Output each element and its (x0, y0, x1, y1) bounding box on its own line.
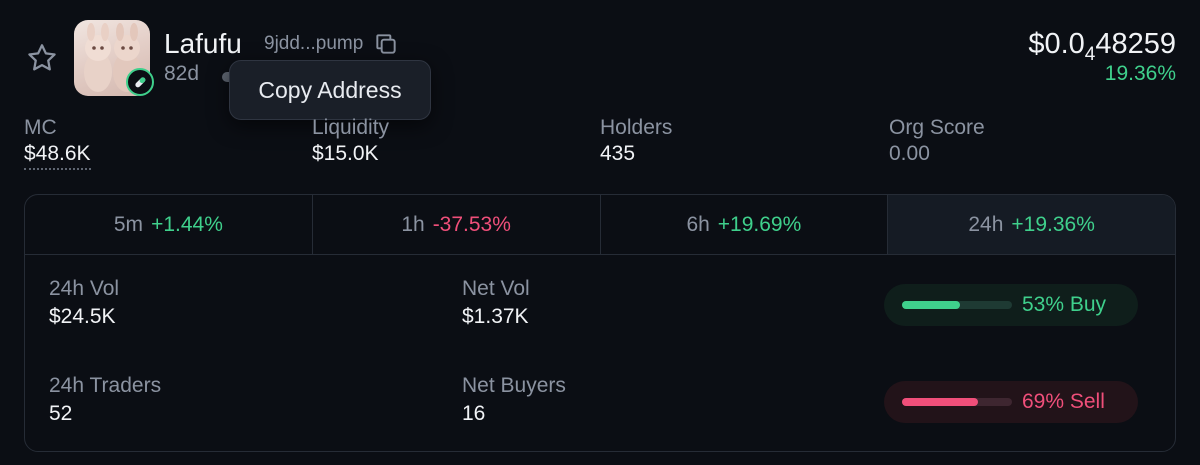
price-change: 19.36% (1104, 62, 1176, 85)
buy-ratio-bar (902, 301, 1012, 309)
sell-ratio-bar (902, 398, 1012, 406)
tab-5m[interactable]: 5m +1.44% (25, 195, 313, 254)
tab-period: 5m (113, 212, 144, 236)
price-zero-count: 4 (1084, 44, 1096, 65)
tab-24h[interactable]: 24h +19.36% (888, 195, 1175, 254)
favorite-star-icon[interactable] (24, 40, 60, 76)
metric-value: $24.5K (49, 305, 116, 328)
sell-ratio-pill: 69% Sell (884, 381, 1138, 423)
token-age: 82d (164, 62, 200, 85)
tab-6h[interactable]: 6h +19.69% (601, 195, 889, 254)
tab-change: -37.53% (432, 212, 511, 236)
sell-ratio-fill (902, 398, 978, 406)
metric-label: Net Vol (462, 277, 530, 300)
metric-net-vol: Net Vol $1.37K (462, 277, 530, 329)
tab-period: 24h (968, 212, 1004, 236)
stat-label: Liquidity (312, 116, 390, 139)
stat-value: $15.0K (312, 142, 379, 165)
token-address: 9jdd...pump (264, 33, 364, 54)
timeframe-tabs: 5m +1.44% 1h -37.53% 6h +19.69% 24h +19.… (25, 195, 1175, 255)
verified-pill-icon (126, 68, 154, 96)
tab-change: +19.36% (1011, 212, 1095, 236)
stat-org-score: Org Score 0.00 (889, 116, 985, 166)
buy-ratio-label: 53% Buy (1022, 293, 1107, 316)
copy-address-icon[interactable] (373, 31, 399, 57)
metric-value: $1.37K (462, 305, 529, 328)
token-name: Lafufu (164, 28, 242, 59)
stat-label: Holders (600, 116, 673, 139)
stat-liquidity: Liquidity $15.0K (312, 116, 389, 166)
metric-label: Net Buyers (462, 374, 566, 397)
metric-value: 52 (49, 402, 73, 425)
buy-ratio-fill (902, 301, 961, 309)
age-indicator-icon (222, 72, 234, 82)
token-price: $0.0448259 (1028, 28, 1176, 66)
tab-1h[interactable]: 1h -37.53% (313, 195, 601, 254)
timeframe-panel: 5m +1.44% 1h -37.53% 6h +19.69% 24h +19.… (24, 194, 1176, 452)
metric-label: 24h Vol (49, 277, 120, 300)
metric-value: 16 (462, 402, 486, 425)
stat-value: 0.00 (889, 142, 930, 165)
tab-change: +19.69% (717, 212, 802, 236)
copy-address-tooltip: Copy Address (229, 60, 431, 120)
stat-label: Org Score (889, 116, 985, 139)
tab-change: +1.44% (151, 212, 223, 236)
stat-holders: Holders 435 (600, 116, 672, 166)
metric-net-buyers: Net Buyers 16 (462, 374, 566, 426)
metric-24h-traders: 24h Traders 52 (49, 374, 161, 426)
stat-mc[interactable]: MC $48.6K (24, 116, 91, 170)
stat-value[interactable]: $48.6K (24, 142, 91, 170)
tab-period: 6h (686, 212, 710, 236)
metric-label: 24h Traders (49, 374, 162, 397)
price-tail: 48259 (1095, 28, 1176, 60)
sell-ratio-label: 69% Sell (1022, 390, 1105, 413)
tab-period: 1h (401, 212, 425, 236)
price-main: $0.0 (1028, 28, 1085, 60)
stat-value: 435 (600, 142, 636, 165)
stat-label: MC (24, 116, 57, 139)
buy-ratio-pill: 53% Buy (884, 284, 1138, 326)
token-avatar (74, 20, 154, 96)
metric-24h-vol: 24h Vol $24.5K (49, 277, 119, 329)
